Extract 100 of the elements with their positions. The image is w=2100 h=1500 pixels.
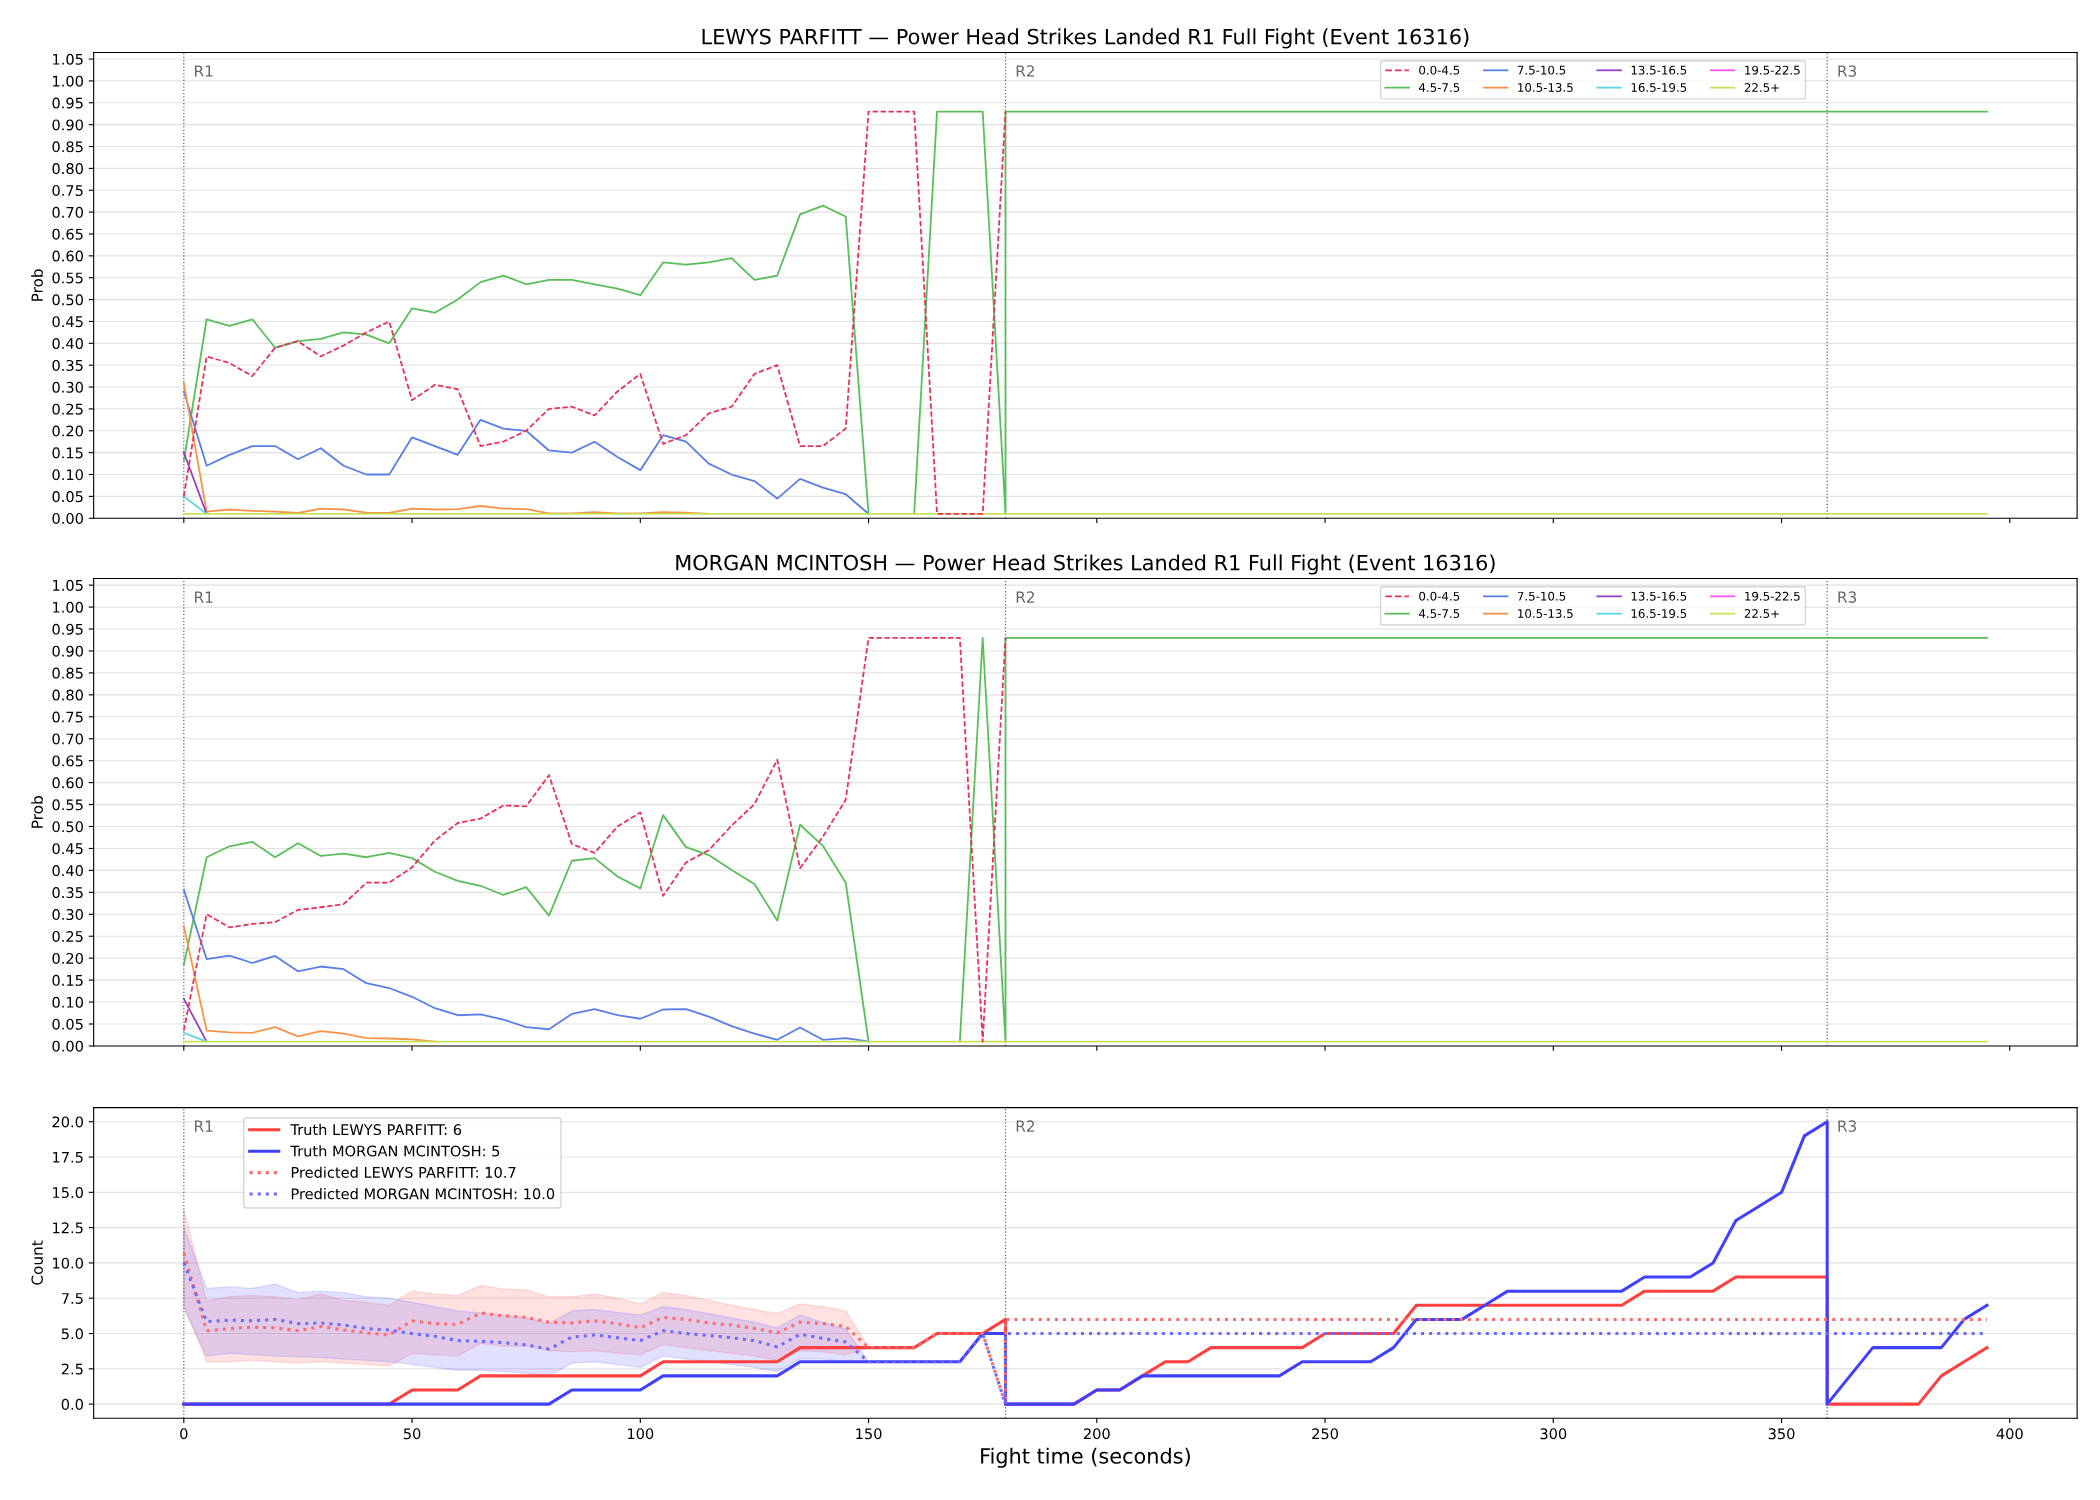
y-tick-label: 0.25 bbox=[52, 403, 83, 415]
y-tick-label: 0.00 bbox=[52, 1040, 83, 1052]
legend-label: Truth MORGAN MCINTOSH: 5 bbox=[290, 1145, 500, 1157]
x-tick-label: 0 bbox=[180, 1428, 188, 1440]
y-tick-label: 0.95 bbox=[52, 623, 83, 635]
line-series bbox=[182, 390, 870, 515]
x-tick-label: 400 bbox=[1996, 1428, 2023, 1440]
y-tick-label: 0.15 bbox=[52, 447, 83, 459]
ref-line-label: R3 bbox=[1838, 591, 1857, 603]
legend-label: 10.5-13.5 bbox=[1518, 609, 1573, 618]
y-tick-label: 0.35 bbox=[52, 887, 83, 899]
y-tick-label: 0.20 bbox=[52, 425, 83, 437]
y-tick-label: 0.65 bbox=[52, 228, 83, 240]
legend-label: Truth LEWYS PARFITT: 6 bbox=[290, 1123, 462, 1136]
y-axis-title: Prob bbox=[31, 269, 43, 301]
x-tick-label: 200 bbox=[1083, 1428, 1110, 1440]
chart-title: MORGAN MCINTOSH — Power Head Strikes Landed R1 Full Fight (Event 16316) bbox=[676, 554, 1495, 575]
legend-label: 22.5+ bbox=[1744, 82, 1779, 92]
y-tick-label: 0.60 bbox=[52, 777, 83, 789]
legend-label: 13.5-16.5 bbox=[1631, 65, 1687, 75]
y-tick-label: 1.00 bbox=[53, 601, 83, 613]
y-tick-label: 12.5 bbox=[53, 1222, 83, 1234]
x-tick-label: 50 bbox=[403, 1428, 421, 1440]
y-tick-label: 0.40 bbox=[52, 865, 83, 877]
y-tick-label: 0.10 bbox=[52, 996, 83, 1008]
ref-line-label: R3 bbox=[1838, 65, 1857, 77]
ref-line-label: R1 bbox=[195, 65, 213, 77]
legend-label: 4.5-7.5 bbox=[1418, 609, 1460, 618]
line-series bbox=[182, 925, 436, 1043]
y-tick-label: 0.70 bbox=[52, 733, 83, 745]
y-tick-label: 0.30 bbox=[52, 381, 83, 393]
ref-line-label: R1 bbox=[195, 591, 213, 603]
y-tick-label: 0.55 bbox=[52, 799, 83, 811]
y-tick-label: 0.45 bbox=[52, 843, 83, 855]
y-tick-label: 0.05 bbox=[52, 1018, 83, 1030]
x-axis-title: Fight time (seconds) bbox=[981, 1447, 1190, 1468]
legend-label: 16.5-19.5 bbox=[1631, 82, 1687, 92]
y-tick-label: 0.85 bbox=[52, 141, 83, 153]
y-tick-label: 0.75 bbox=[52, 184, 83, 196]
y-tick-label: 20.0 bbox=[52, 1116, 83, 1128]
y-tick-label: 0.25 bbox=[52, 930, 83, 942]
y-tick-label: 0.40 bbox=[52, 338, 83, 350]
y-tick-label: 15.0 bbox=[53, 1187, 83, 1199]
y-tick-label: 0.15 bbox=[52, 974, 83, 986]
y-tick-label: 0.20 bbox=[52, 952, 83, 964]
legend-label: 7.5-10.5 bbox=[1517, 65, 1566, 75]
y-tick-label: 2.5 bbox=[61, 1363, 83, 1375]
y-tick-label: 0.75 bbox=[52, 711, 83, 723]
y-tick-label: 0.60 bbox=[52, 250, 83, 262]
y-tick-label: 1.00 bbox=[53, 75, 83, 87]
x-tick-label: 300 bbox=[1540, 1428, 1567, 1440]
y-tick-label: 0.0 bbox=[61, 1398, 83, 1410]
y-tick-label: 7.5 bbox=[61, 1293, 83, 1304]
y-tick-label: 0.70 bbox=[52, 206, 83, 218]
ref-line-label: R1 bbox=[195, 1120, 213, 1132]
y-tick-label: 0.95 bbox=[52, 97, 83, 109]
legend-label: 4.5-7.5 bbox=[1418, 83, 1460, 92]
legend-label: Predicted MORGAN MCINTOSH: 10.0 bbox=[291, 1188, 555, 1200]
y-tick-label: 0.80 bbox=[52, 163, 83, 175]
y-tick-label: 5.0 bbox=[61, 1328, 83, 1340]
y-tick-label: 0.85 bbox=[52, 667, 83, 679]
x-tick-label: 350 bbox=[1768, 1428, 1795, 1440]
line-series bbox=[182, 1120, 1989, 1406]
y-axis-title: Prob bbox=[31, 796, 43, 828]
y-tick-label: 10.0 bbox=[53, 1257, 83, 1269]
x-tick-label: 150 bbox=[856, 1428, 882, 1440]
legend-label: 10.5-13.5 bbox=[1518, 82, 1573, 92]
legend-label: 16.5-19.5 bbox=[1631, 609, 1687, 618]
legend-label: 0.0-4.5 bbox=[1419, 591, 1460, 601]
y-tick-label: 0.65 bbox=[52, 755, 83, 767]
x-tick-label: 100 bbox=[627, 1428, 654, 1440]
ref-line-label: R2 bbox=[1016, 65, 1035, 77]
y-tick-label: 1.05 bbox=[53, 53, 83, 65]
y-tick-label: 0.90 bbox=[52, 645, 83, 657]
y-tick-label: 0.05 bbox=[52, 491, 83, 503]
chart-title: LEWYS PARFITT — Power Head Strikes Landed R1 Full Fight (Event 16316) bbox=[702, 28, 1469, 49]
y-tick-label: 17.5 bbox=[53, 1151, 83, 1163]
y-axis-title: Count bbox=[31, 1240, 43, 1285]
y-tick-label: 0.50 bbox=[52, 821, 83, 833]
legend-label: 7.5-10.5 bbox=[1517, 591, 1566, 601]
legend-label: 19.5-22.5 bbox=[1745, 591, 1800, 601]
x-tick-label: 250 bbox=[1312, 1428, 1338, 1440]
y-tick-label: 0.35 bbox=[52, 359, 83, 371]
y-tick-label: 0.00 bbox=[52, 512, 83, 524]
legend-label: 22.5+ bbox=[1744, 609, 1779, 618]
legend-label: 0.0-4.5 bbox=[1419, 65, 1460, 75]
ref-line-label: R3 bbox=[1838, 1120, 1857, 1132]
line-series bbox=[182, 110, 1007, 515]
y-tick-label: 1.05 bbox=[53, 579, 83, 591]
line-series bbox=[182, 888, 870, 1043]
y-tick-label: 0.90 bbox=[52, 119, 83, 131]
y-tick-label: 0.10 bbox=[52, 469, 83, 481]
y-tick-label: 0.50 bbox=[52, 294, 83, 306]
y-tick-label: 0.55 bbox=[52, 272, 83, 284]
ref-line-label: R2 bbox=[1016, 591, 1035, 603]
line-series bbox=[182, 636, 1007, 1043]
ref-line-label: R2 bbox=[1016, 1120, 1035, 1132]
legend-label: 19.5-22.5 bbox=[1745, 65, 1800, 75]
y-tick-label: 0.80 bbox=[52, 689, 83, 701]
y-tick-label: 0.30 bbox=[52, 909, 83, 921]
